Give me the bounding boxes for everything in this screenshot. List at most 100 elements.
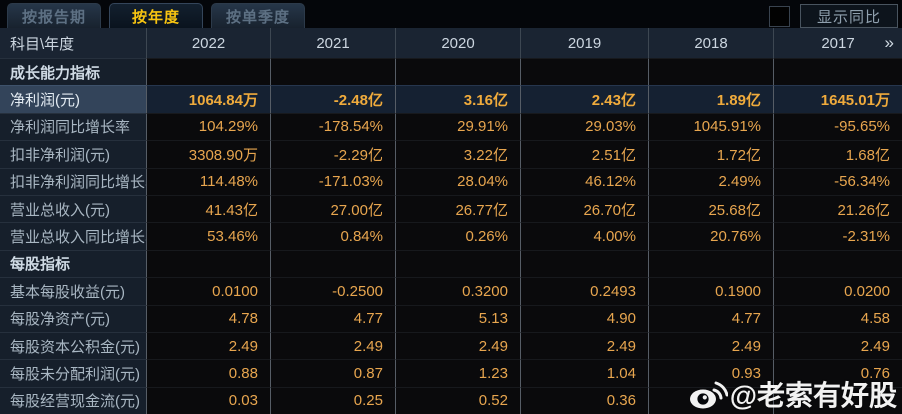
- value-cell: 0.88: [146, 359, 270, 387]
- value-cell: -2.29亿: [270, 140, 395, 168]
- value-cell: 2.49: [648, 331, 773, 360]
- value-cell: [648, 249, 773, 278]
- table-row[interactable]: 基本每股收益(元) 0.0100 -0.2500 0.3200 0.2493 0.1900…: [0, 277, 902, 305]
- value-cell: [270, 249, 395, 278]
- value-cell: 0.87: [270, 359, 395, 387]
- value-cell: 2.49: [146, 331, 270, 360]
- value-cell: 3.16亿: [395, 85, 520, 113]
- value-cell: [395, 249, 520, 278]
- value-cell: [648, 58, 773, 86]
- value-cell: 26.77亿: [395, 194, 520, 223]
- value-cell: [395, 58, 520, 86]
- row-label: 扣非净利润同比增长率: [0, 167, 160, 195]
- row-label: 每股指标: [0, 249, 146, 278]
- value-cell: 1.04: [520, 359, 648, 387]
- value-cell: 26.70亿: [520, 194, 648, 223]
- table-row[interactable]: 营业总收入(元) 41.43亿 27.00亿 26.77亿 26.70亿 25.68亿 21…: [0, 194, 902, 223]
- table-row[interactable]: 每股资本公积金(元) 2.49 2.49 2.49 2.49 2.49 2.49: [0, 331, 902, 360]
- value-cell: 46.12%: [520, 167, 648, 195]
- table-row[interactable]: 每股净资产(元) 4.78 4.77 5.13 4.90 4.77 4.58: [0, 304, 902, 332]
- value-cell: 4.77: [648, 304, 773, 332]
- value-cell: 2.43亿: [520, 85, 648, 113]
- row-label: 每股净资产(元): [0, 304, 146, 332]
- value-cell: [146, 58, 270, 86]
- row-label: 净利润(元): [0, 85, 146, 113]
- value-cell: 4.78: [146, 304, 270, 332]
- table-row[interactable]: 每股经营现金流(元) 0.03 0.25 0.52 0.36: [0, 386, 902, 414]
- value-cell: [270, 58, 395, 86]
- value-cell: 0.03: [146, 386, 270, 414]
- more-columns-icon[interactable]: »: [884, 33, 894, 52]
- value-cell: 4.00%: [520, 222, 648, 250]
- value-cell: [146, 249, 270, 278]
- value-cell: [520, 249, 648, 278]
- value-cell: 2.49: [520, 331, 648, 360]
- row-label: 净利润同比增长率: [0, 112, 146, 141]
- show-yoy-checkbox[interactable]: [769, 5, 790, 27]
- corner-header: 科目\年度: [10, 35, 75, 53]
- value-cell: -0.2500: [270, 277, 395, 305]
- value-cell: 1645.01万: [773, 85, 902, 113]
- value-cell: [773, 386, 902, 414]
- column-header-2019: 2019: [520, 28, 648, 58]
- value-cell: 0.36: [520, 386, 648, 414]
- value-cell: 2.49: [395, 331, 520, 360]
- table-header-row: 科目\年度 2022 2021 2020 2019 2018 2017 »: [0, 28, 902, 58]
- column-header-2020: 2020: [395, 28, 520, 58]
- row-label: 基本每股收益(元): [0, 277, 146, 305]
- value-cell: -56.34%: [773, 167, 902, 195]
- value-cell: -178.54%: [270, 112, 395, 141]
- value-cell: 0.52: [395, 386, 520, 414]
- value-cell: 20.76%: [648, 222, 773, 250]
- table-row[interactable]: 净利润(元) 1064.84万 -2.48亿 3.16亿 2.43亿 1.89亿 1645.…: [0, 85, 902, 113]
- value-cell: 25.68亿: [648, 194, 773, 223]
- column-header-2018: 2018: [648, 28, 773, 58]
- value-cell: 0.0100: [146, 277, 270, 305]
- value-cell: 4.77: [270, 304, 395, 332]
- value-cell: 4.58: [773, 304, 902, 332]
- value-cell: 2.51亿: [520, 140, 648, 168]
- value-cell: 29.03%: [520, 112, 648, 141]
- value-cell: 53.46%: [146, 222, 270, 250]
- row-label: 每股未分配利润(元): [0, 359, 146, 387]
- column-header-2021: 2021: [270, 28, 395, 58]
- tab-by-report-period[interactable]: 按报告期: [7, 3, 101, 28]
- column-header-2022: 2022: [146, 28, 270, 58]
- section-row: 每股指标: [0, 249, 902, 278]
- value-cell: 3.22亿: [395, 140, 520, 168]
- value-cell: 0.2493: [520, 277, 648, 305]
- tab-by-year[interactable]: 按年度: [109, 3, 203, 28]
- value-cell: 2.49: [773, 331, 902, 360]
- value-cell: 114.48%: [146, 167, 270, 195]
- table-row[interactable]: 营业总收入同比增长率 53.46% 0.84% 0.26% 4.00% 20.76% -2.…: [0, 222, 902, 250]
- value-cell: 1064.84万: [146, 85, 270, 113]
- tab-by-single-quarter[interactable]: 按单季度: [211, 3, 305, 28]
- value-cell: 1.89亿: [648, 85, 773, 113]
- value-cell: 1.23: [395, 359, 520, 387]
- value-cell: 2.49%: [648, 167, 773, 195]
- row-label: 营业总收入同比增长率: [0, 222, 160, 250]
- column-header-2017: 2017 »: [773, 28, 902, 58]
- table-row[interactable]: 扣非净利润(元) 3308.90万 -2.29亿 3.22亿 2.51亿 1.72亿 1.6…: [0, 140, 902, 168]
- table-row[interactable]: 净利润同比增长率 104.29% -178.54% 29.91% 29.03% 1045.…: [0, 112, 902, 141]
- value-cell: 0.93: [648, 359, 773, 387]
- indicators-table: 科目\年度 2022 2021 2020 2019 2018 2017 » 成长…: [0, 28, 902, 414]
- value-cell: 41.43亿: [146, 194, 270, 223]
- value-cell: 0.0200: [773, 277, 902, 305]
- value-cell: 2.49: [270, 331, 395, 360]
- row-label: 营业总收入(元): [0, 194, 146, 223]
- table-row[interactable]: 扣非净利润同比增长率 114.48% -171.03% 28.04% 46.12% 2.4…: [0, 167, 902, 195]
- show-yoy-button[interactable]: 显示同比: [800, 4, 898, 28]
- value-cell: 1.72亿: [648, 140, 773, 168]
- table-row[interactable]: 每股未分配利润(元) 0.88 0.87 1.23 1.04 0.93 0.76: [0, 359, 902, 387]
- yoy-controls: 显示同比: [769, 4, 898, 28]
- value-cell: [520, 58, 648, 86]
- value-cell: 1045.91%: [648, 112, 773, 141]
- value-cell: 0.84%: [270, 222, 395, 250]
- row-label: 扣非净利润(元): [0, 140, 146, 168]
- value-cell: 4.90: [520, 304, 648, 332]
- value-cell: 0.3200: [395, 277, 520, 305]
- value-cell: 104.29%: [146, 112, 270, 141]
- row-label: 每股资本公积金(元): [0, 331, 146, 360]
